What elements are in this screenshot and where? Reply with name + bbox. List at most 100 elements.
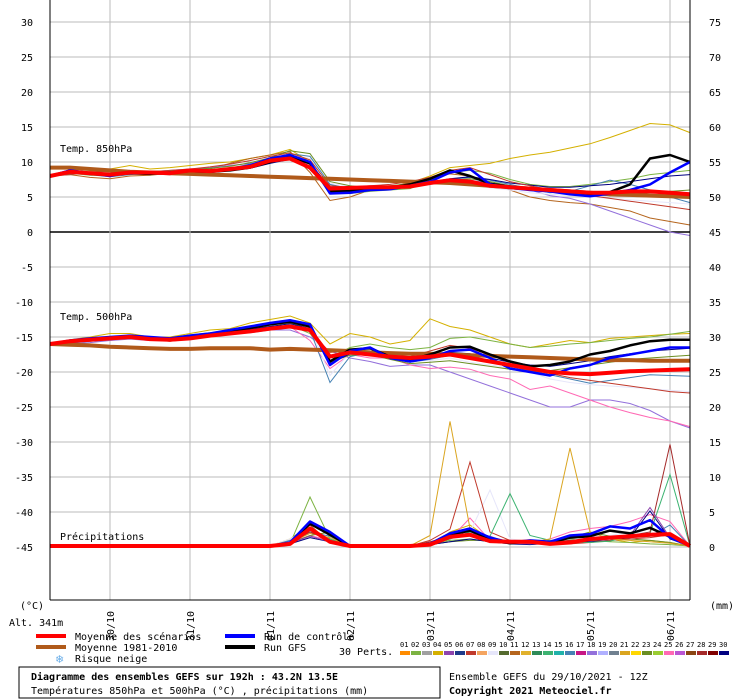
chart-grid (50, 0, 690, 600)
right-tick-label: 10 (709, 473, 721, 484)
right-tick-label: 55 (709, 158, 721, 169)
right-tick-label: 70 (709, 53, 721, 64)
left-tick-label: -5 (21, 263, 33, 274)
left-tick-label: 20 (21, 88, 33, 99)
left-tick-label: -20 (15, 368, 33, 379)
pert-number: 08 (477, 641, 485, 649)
left-tick-label: -35 (15, 473, 33, 484)
x-tick-label: 06/11 (666, 611, 677, 641)
pert-color-swatch (686, 651, 696, 655)
copyright: Copyright 2021 Meteociel.fr (449, 685, 612, 697)
right-tick-label: 40 (709, 263, 721, 274)
pert-number: 22 (631, 641, 639, 649)
pert-number: 07 (466, 641, 474, 649)
plot-frame (49, 0, 691, 601)
pert-number: 14 (543, 641, 551, 649)
pert-number: 30 (719, 641, 727, 649)
x-tick-label: 03/11 (426, 611, 437, 641)
ensemble-mean-line-t500 (49, 324, 691, 377)
x-tick-label: 04/11 (506, 611, 517, 641)
pert-number: 25 (664, 641, 672, 649)
left-tick-label: -10 (15, 298, 33, 309)
run-info: Ensemble GEFS du 29/10/2021 - 12Z (449, 672, 648, 683)
pert-color-swatch (609, 651, 619, 655)
right-tick-label: 35 (709, 298, 721, 309)
right-tick-label: 25 (709, 368, 721, 379)
legend: Moyenne des scénarios Moyenne 1981-2010 … (36, 631, 729, 666)
pert-number: 06 (455, 641, 463, 649)
legend-label-mean: Moyenne des scénarios (75, 631, 201, 643)
pert-color-swatch (466, 651, 476, 655)
pert-color-swatch (400, 651, 410, 655)
pert-color-swatch (697, 651, 707, 655)
perts-label: 30 Perts. (339, 647, 393, 658)
right-tick-label: 60 (709, 123, 721, 134)
perturbation-swatches: 01 02 03 04 05 06 07 08 09 10 11 12 13 14 15 16 17 18 19 20… (400, 641, 729, 655)
right-tick-label: 75 (709, 18, 721, 29)
ensemble-mean-line-precip (50, 526, 692, 548)
pert-number: 05 (444, 641, 452, 649)
x-axis-ticks: 30/10 31/10 01/11 02/11 03/11 04/11 05/11 06/11 (106, 611, 677, 641)
pert-color-swatch (554, 651, 564, 655)
pert-number: 19 (598, 641, 606, 649)
legend-item-mean: Moyenne des scénarios (36, 631, 201, 643)
pert-number: 03 (422, 641, 430, 649)
legend-swatch-mean (36, 634, 66, 638)
pert-number: 20 (609, 641, 617, 649)
pert-number: 27 (686, 641, 694, 649)
left-tick-label: 15 (21, 123, 33, 134)
x-tick-label: 05/11 (586, 611, 597, 641)
pert-color-swatch (477, 651, 487, 655)
right-tick-label: 15 (709, 438, 721, 449)
footer-subtitle: Températures 850hPa et 500hPa (°C) , pré… (31, 685, 368, 697)
pert-number: 10 (499, 641, 507, 649)
x-tick-label: 31/10 (186, 611, 197, 641)
pert-number: 23 (642, 641, 650, 649)
left-tick-label: 30 (21, 18, 33, 29)
footer: Diagramme des ensembles GEFS sur 192h : … (18, 666, 648, 699)
x-tick-label: 02/11 (346, 611, 357, 641)
panel-label-precip: Précipitations (60, 531, 144, 543)
right-tick-label: 50 (709, 193, 721, 204)
pert-number: 04 (433, 641, 441, 649)
pert-color-swatch (653, 651, 663, 655)
pert-color-swatch (565, 651, 575, 655)
pert-color-swatch (719, 651, 729, 655)
right-tick-label: 65 (709, 88, 721, 99)
main-series-lines (49, 153, 692, 548)
pert-color-swatch (411, 651, 421, 655)
altitude-label: Alt. 341m (9, 618, 63, 629)
pert-number: 21 (620, 641, 628, 649)
left-axis-ticks: 30 25 20 15 10 5 0 -5 -10 -15 -20 -25 -30 -35 -40 -45 (15, 18, 33, 554)
pert-number: 02 (411, 641, 419, 649)
pert-number: 09 (488, 641, 496, 649)
right-axis-unit: (mm) (710, 601, 734, 612)
pert-color-swatch (499, 651, 509, 655)
legend-label-gfs: Run GFS (264, 643, 306, 654)
pert-number: 24 (653, 641, 661, 649)
left-tick-label: 0 (27, 228, 33, 239)
legend-swatch-control (225, 634, 255, 638)
right-tick-label: 45 (709, 228, 721, 239)
right-tick-label: 5 (709, 508, 715, 519)
pert-number: 26 (675, 641, 683, 649)
pert-color-swatch (587, 651, 597, 655)
pert-color-swatch (598, 651, 608, 655)
left-tick-label: -25 (15, 403, 33, 414)
x-tick-label: 30/10 (106, 611, 117, 641)
right-tick-label: 20 (709, 403, 721, 414)
footer-title: Diagramme des ensembles GEFS sur 192h : … (31, 671, 338, 683)
pert-number: 11 (510, 641, 518, 649)
x-tick-label: 01/11 (266, 611, 277, 641)
pert-number: 12 (521, 641, 529, 649)
pert-number: 29 (708, 641, 716, 649)
ensemble-mean-line-t850 (49, 156, 691, 197)
panel-label-t850: Temp. 850hPa (60, 144, 132, 155)
legend-label-control: Run de contrôle (264, 631, 354, 643)
legend-item-control: Run de contrôle (225, 631, 354, 643)
pert-color-swatch (675, 651, 685, 655)
left-tick-label: -15 (15, 333, 33, 344)
pert-color-swatch (642, 651, 652, 655)
legend-item-climate: Moyenne 1981-2010 (36, 643, 177, 654)
